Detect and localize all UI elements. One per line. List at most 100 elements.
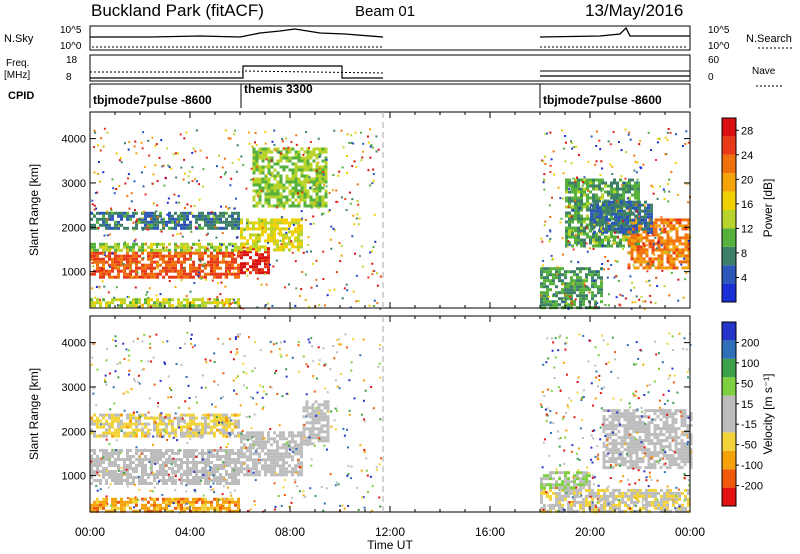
power-noise-cell: [628, 252, 631, 255]
power-cell: [228, 223, 231, 227]
velocity-cell: [180, 467, 183, 470]
power-cell: [231, 214, 234, 218]
power-cell: [252, 265, 255, 269]
power-noise-cell: [585, 242, 588, 245]
power-cell: [626, 227, 629, 231]
power-cell: [549, 282, 552, 286]
velocity-cell: [660, 488, 663, 492]
power-cell: [204, 275, 207, 279]
velocity-cell: [237, 509, 240, 513]
power-cell: [180, 275, 183, 279]
power-noise-cell: [243, 229, 246, 232]
power-cell: [279, 177, 283, 181]
power-noise-cell: [659, 228, 661, 231]
power-noise-cell: [141, 147, 144, 150]
velocity-cell: [543, 488, 546, 492]
power-cell: [324, 189, 328, 193]
power-cell: [123, 257, 126, 261]
power-cell: [546, 285, 549, 289]
velocity-cell: [261, 464, 264, 468]
power-cell: [597, 285, 600, 289]
power-cell: [177, 272, 180, 276]
power-cell: [288, 147, 292, 151]
power-noise-cell: [299, 295, 301, 297]
velocity-cell: [180, 413, 183, 417]
power-cell: [276, 159, 280, 163]
power-cell: [660, 263, 664, 267]
power-cell: [105, 304, 108, 308]
velocity-cell: [620, 412, 624, 416]
power-cell: [243, 253, 246, 257]
power-cell: [568, 229, 571, 233]
power-cell: [225, 263, 228, 267]
power-cell: [102, 211, 105, 215]
power-noise-cell: [567, 205, 570, 208]
power-cell: [619, 244, 622, 248]
velocity-band-6: [602, 409, 693, 470]
power-cell: [611, 203, 614, 207]
power-cell: [585, 276, 588, 280]
velocity-cell: [153, 506, 156, 510]
velocity-cell: [156, 482, 159, 485]
power-cell: [255, 248, 258, 252]
power-cell: [123, 275, 126, 279]
power-cell: [258, 183, 262, 187]
power-cell: [255, 168, 259, 172]
power-cell: [291, 168, 295, 172]
power-cell: [595, 184, 598, 188]
velocity-cell: [168, 467, 171, 470]
velocity-cell: [159, 503, 162, 507]
power-noise-cell: [639, 166, 642, 169]
velocity-cell: [222, 476, 225, 479]
power-cell: [225, 251, 228, 255]
velocity-cell: [276, 452, 279, 456]
power-cell: [276, 242, 279, 246]
power-noise-cell: [304, 299, 307, 302]
power-cell: [201, 217, 204, 221]
velocity-cell: [240, 437, 243, 441]
velocity-cell: [276, 449, 279, 453]
velocity-cell: [294, 434, 297, 438]
power-cell: [108, 217, 111, 221]
power-cell: [102, 217, 105, 221]
velocity-cell: [201, 506, 204, 510]
velocity-cell: [132, 500, 135, 504]
power-noise-cell: [100, 137, 103, 140]
velocity-cell: [630, 509, 633, 513]
power-cell: [159, 263, 162, 267]
velocity-cell: [243, 434, 246, 438]
power-cell: [641, 209, 644, 213]
power-noise-cell: [187, 181, 190, 184]
power-cell: [675, 266, 679, 270]
velocity-cell: [237, 434, 240, 438]
velocity-cell: [141, 458, 144, 461]
power-cell: [306, 162, 310, 166]
velocity-cell: [174, 482, 177, 485]
power-cell: [291, 174, 295, 178]
velocity-cell: [162, 470, 165, 473]
power-cell: [546, 300, 549, 304]
power-cell: [297, 195, 301, 199]
power-cell: [666, 245, 670, 249]
power-cell: [108, 272, 111, 276]
power-cell: [577, 226, 580, 230]
power-cell: [93, 304, 96, 308]
power-cell: [213, 220, 216, 224]
velocity-cell: [216, 449, 219, 452]
power-noise-cell: [571, 230, 574, 233]
power-ytick-label: 1000: [62, 267, 86, 279]
power-cell: [543, 303, 546, 307]
velocity-cell: [288, 446, 291, 450]
power-cell: [225, 217, 228, 221]
power-noise-cell: [180, 166, 183, 169]
power-cell: [99, 272, 102, 276]
power-cell: [571, 220, 574, 224]
power-noise-cell: [93, 213, 95, 216]
power-cell: [225, 266, 228, 270]
velocity-cell: [162, 500, 165, 504]
power-cell: [684, 224, 688, 228]
power-cell: [96, 248, 99, 252]
power-cell: [252, 180, 256, 184]
power-cell: [570, 291, 573, 295]
power-cell: [93, 254, 96, 258]
